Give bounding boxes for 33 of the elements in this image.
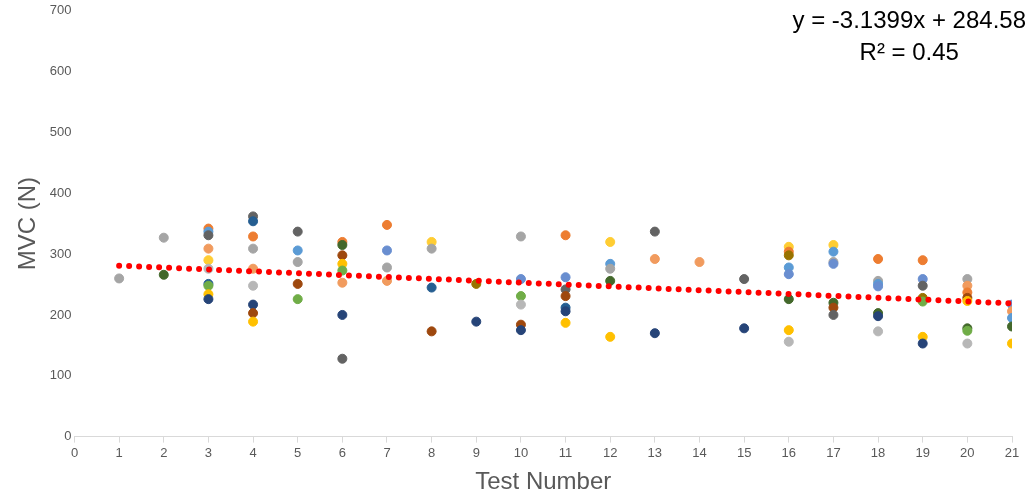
x-tick-label: 2 xyxy=(160,444,168,460)
x-tick-label: 5 xyxy=(294,444,302,460)
y-tick-label: 700 xyxy=(49,2,72,18)
x-tick-label: 20 xyxy=(960,444,975,460)
y-axis-title: MVC (N) xyxy=(13,177,41,271)
y-tick-label: 0 xyxy=(64,428,72,444)
y-tick-label: 600 xyxy=(49,63,72,79)
x-tick-label: 16 xyxy=(781,444,797,460)
y-tick-label: 200 xyxy=(49,306,72,322)
annotation: R² = 0.45 xyxy=(858,37,960,67)
x-tick-label: 17 xyxy=(826,444,841,460)
x-tick-label: 13 xyxy=(647,444,663,460)
annotation: y = -3.1399x + 284.58 xyxy=(792,5,1026,35)
x-tick-label: 9 xyxy=(472,444,480,460)
y-tick-label: 500 xyxy=(49,124,72,140)
x-tick-label: 3 xyxy=(204,444,213,460)
x-tick-label: 1 xyxy=(115,444,123,460)
x-tick-label: 7 xyxy=(383,444,391,460)
x-tick-label: 19 xyxy=(915,444,930,460)
x-tick-label: 14 xyxy=(692,444,707,460)
x-tick-label: 10 xyxy=(513,444,529,460)
x-axis-title: Test Number xyxy=(475,467,612,495)
x-tick-label: 4 xyxy=(249,444,257,460)
x-tick-label: 6 xyxy=(338,444,346,460)
x-tick-label: 11 xyxy=(558,444,573,460)
x-tick-label: 21 xyxy=(1004,444,1020,460)
y-tick-label: 100 xyxy=(49,367,72,383)
x-tick-label: 12 xyxy=(602,444,618,460)
y-tick-label: 400 xyxy=(49,184,72,200)
x-tick-label: 15 xyxy=(736,444,752,460)
x-tick-label: 8 xyxy=(428,444,436,460)
x-tick-label: 18 xyxy=(870,444,886,460)
y-tick-label: 300 xyxy=(49,245,72,261)
